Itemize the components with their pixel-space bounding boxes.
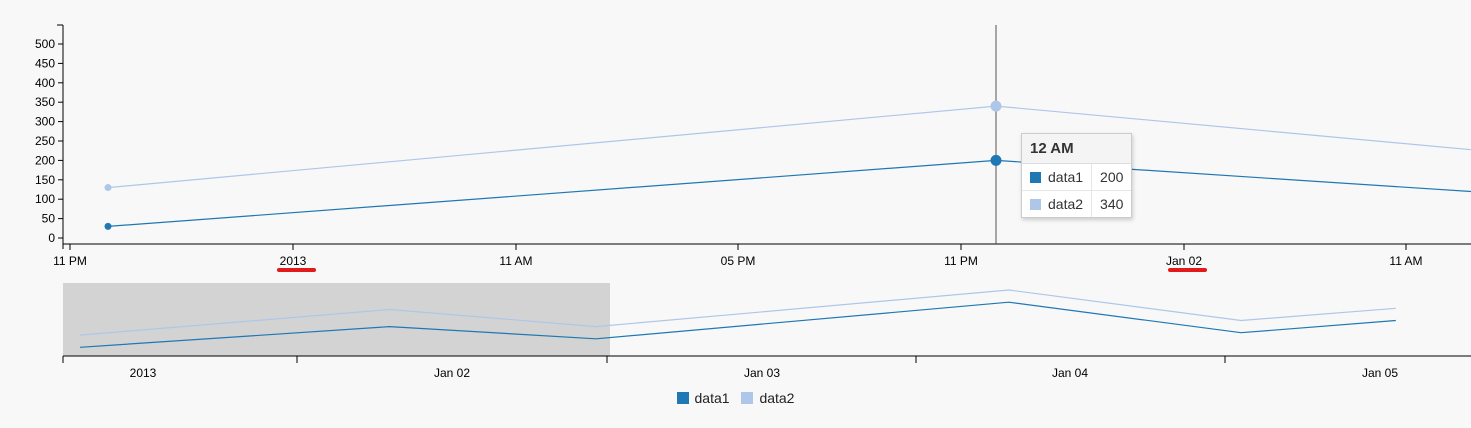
legend-item-data2[interactable]: data2 — [741, 390, 794, 406]
y-tick-label: 450 — [35, 56, 55, 70]
legend: data1 data2 — [0, 390, 1471, 406]
data-point-data1 — [991, 155, 1002, 166]
tooltip-name-data2: data2 — [1048, 196, 1083, 212]
x-tick-label: 11 AM — [499, 254, 532, 268]
legend-label-data1: data1 — [695, 390, 730, 406]
sub-x-tick-label: Jan 03 — [744, 366, 780, 380]
x-tick-label: Jan 02 — [1166, 254, 1202, 268]
sub-x-tick-label: 2013 — [130, 366, 157, 380]
y-tick-label: 350 — [35, 95, 55, 109]
data-point-data2 — [105, 184, 112, 191]
tooltip-swatch-data1 — [1030, 172, 1041, 183]
x-tick-label: 11 AM — [1389, 254, 1422, 268]
series-line-data1 — [108, 83, 1471, 227]
y-tick-label: 150 — [35, 173, 55, 187]
y-tick-label: 0 — [48, 231, 55, 245]
data-point-data1 — [105, 223, 112, 230]
x-tick-label: 11 PM — [53, 254, 87, 268]
legend-swatch-data2 — [741, 392, 753, 404]
x-tick-label: 11 PM — [944, 254, 978, 268]
y-tick-label: 250 — [35, 134, 55, 148]
x-tick-label: 05 PM — [721, 254, 756, 268]
y-tick-label: 400 — [35, 76, 55, 90]
tooltip-value-data1: 200 — [1092, 164, 1132, 191]
tooltip: 12 AM data1 200 data2 340 — [1021, 133, 1132, 218]
y-tick-label: 100 — [35, 192, 55, 206]
tooltip-title: 12 AM — [1022, 134, 1131, 164]
legend-item-data1[interactable]: data1 — [677, 390, 730, 406]
y-tick-label: 500 — [35, 37, 55, 51]
sub-x-tick-label: Jan 04 — [1052, 366, 1088, 380]
brush-selection — [63, 283, 610, 356]
sub-x-tick-label: Jan 05 — [1362, 366, 1398, 380]
legend-swatch-data1 — [677, 392, 689, 404]
sub-chart: 2013 Jan 02 Jan 03 Jan 04 Jan 05 — [63, 283, 1471, 380]
y-tick-label: 300 — [35, 115, 55, 129]
tooltip-swatch-data2 — [1030, 199, 1041, 210]
legend-label-data2: data2 — [759, 390, 794, 406]
series-line-data2 — [108, 44, 1471, 188]
tooltip-value-data2: 340 — [1092, 191, 1132, 218]
tooltip-row-data1: data1 200 — [1022, 164, 1131, 191]
main-chart: 0 50 100 150 200 250 300 350 400 450 500 11 PM 2013 1… — [35, 25, 1471, 270]
y-tick-label: 50 — [42, 212, 56, 226]
main-plot-area — [105, 25, 1471, 244]
tooltip-name-data1: data1 — [1048, 169, 1083, 185]
x-tick-label: 2013 — [280, 254, 307, 268]
y-tick-label: 200 — [35, 153, 55, 167]
sub-x-tick-label: Jan 02 — [434, 366, 470, 380]
tooltip-row-data2: data2 340 — [1022, 191, 1131, 218]
data-point-data2 — [991, 101, 1002, 112]
